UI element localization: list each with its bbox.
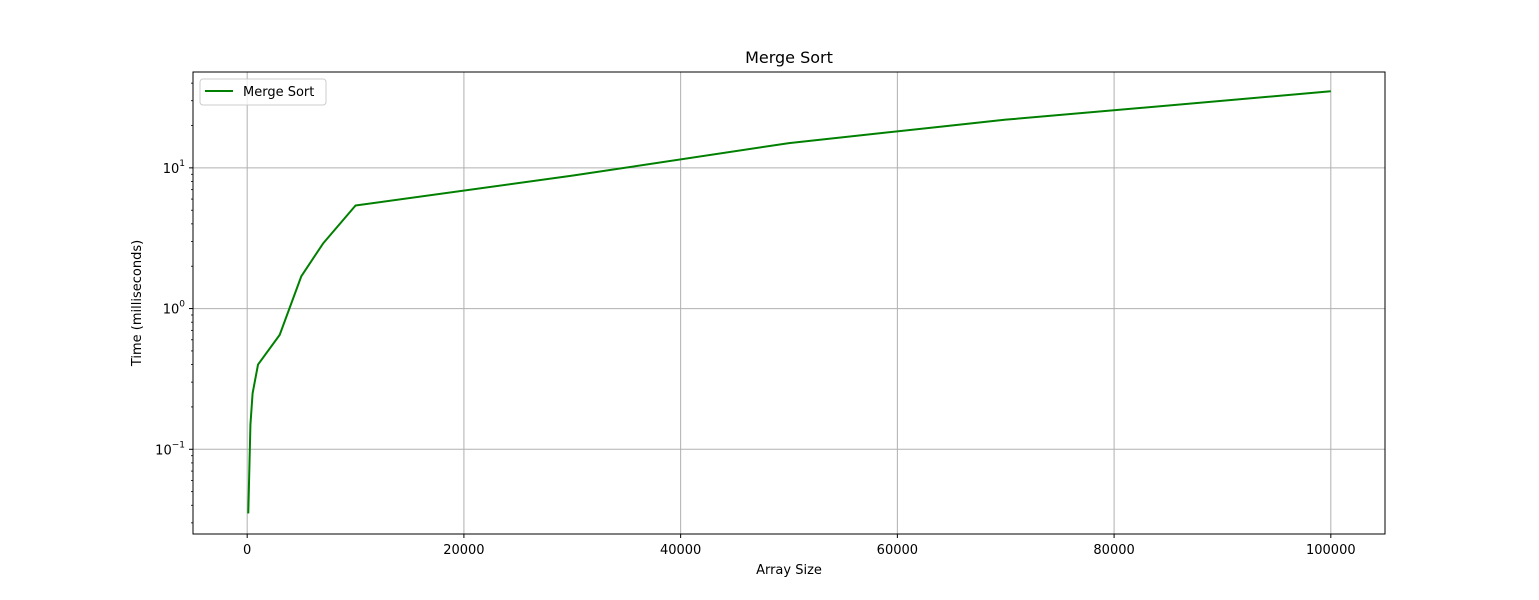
y-tick-label: 100 <box>163 300 186 318</box>
series-line-merge-sort <box>247 90 1331 514</box>
chart-title: Merge Sort <box>745 48 833 67</box>
y-tick-label-exponent: 0 <box>179 300 185 310</box>
grid <box>193 72 1385 534</box>
legend: Merge Sort <box>199 78 327 106</box>
x-tick-label: 0 <box>243 543 251 558</box>
x-axis-label: Array Size <box>756 563 822 578</box>
plot-frame <box>192 71 1386 535</box>
x-tick-label: 60000 <box>877 543 918 558</box>
y-tick-label-base: 10 <box>155 443 172 458</box>
y-tick-label: 10−1 <box>155 440 185 458</box>
y-tick-label-base: 10 <box>163 303 180 318</box>
x-tick-label: 80000 <box>1093 543 1134 558</box>
legend-box <box>199 78 327 106</box>
y-tick-label-exponent: 1 <box>179 159 185 169</box>
y-tick-label-exponent: −1 <box>172 440 185 450</box>
y-tick-label-base: 10 <box>163 162 180 177</box>
y-axis-label: Time (milliseconds) <box>130 240 145 367</box>
x-tick-label: 40000 <box>660 543 701 558</box>
series-layer <box>247 90 1331 514</box>
legend-label-merge-sort: Merge Sort <box>243 85 314 100</box>
y-tick-label: 101 <box>163 159 185 177</box>
x-tick-label: 100000 <box>1306 543 1356 558</box>
x-tick-label: 20000 <box>443 543 484 558</box>
